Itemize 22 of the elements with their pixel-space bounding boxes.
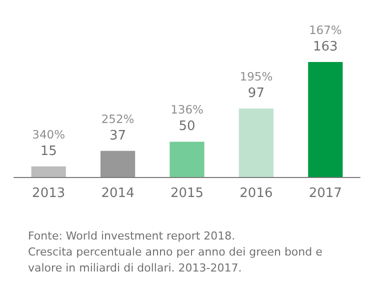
- data-label: 15: [40, 144, 57, 159]
- bar: [238, 108, 274, 177]
- bar: [170, 142, 204, 177]
- bar: [308, 62, 343, 177]
- text: Crescita percentuale anno per anno dei green bond e valore in miliardi di dollari. 2013-2017.: [28, 246, 326, 274]
- annotation: 136%: [170, 102, 204, 117]
- x-tick-label: 2015: [170, 186, 204, 201]
- source-note: Fonte: World investment report 2018.: [28, 230, 236, 242]
- annotation: 195%: [240, 70, 273, 84]
- x-tick-label: 2013: [32, 186, 66, 201]
- data-label: 163: [312, 39, 338, 54]
- x-tick-label: 2017: [308, 186, 342, 201]
- annotation: 340%: [32, 127, 66, 142]
- bar: [31, 166, 66, 177]
- data-label: 50: [178, 119, 196, 134]
- data-label: 97: [248, 86, 264, 102]
- bar: [100, 150, 136, 177]
- x-tick-label: 2014: [101, 186, 134, 201]
- annotation: 167%: [308, 22, 342, 37]
- x-tick-label: 2016: [240, 186, 273, 201]
- data-label: 37: [110, 128, 126, 144]
- annotation: 252%: [101, 112, 134, 126]
